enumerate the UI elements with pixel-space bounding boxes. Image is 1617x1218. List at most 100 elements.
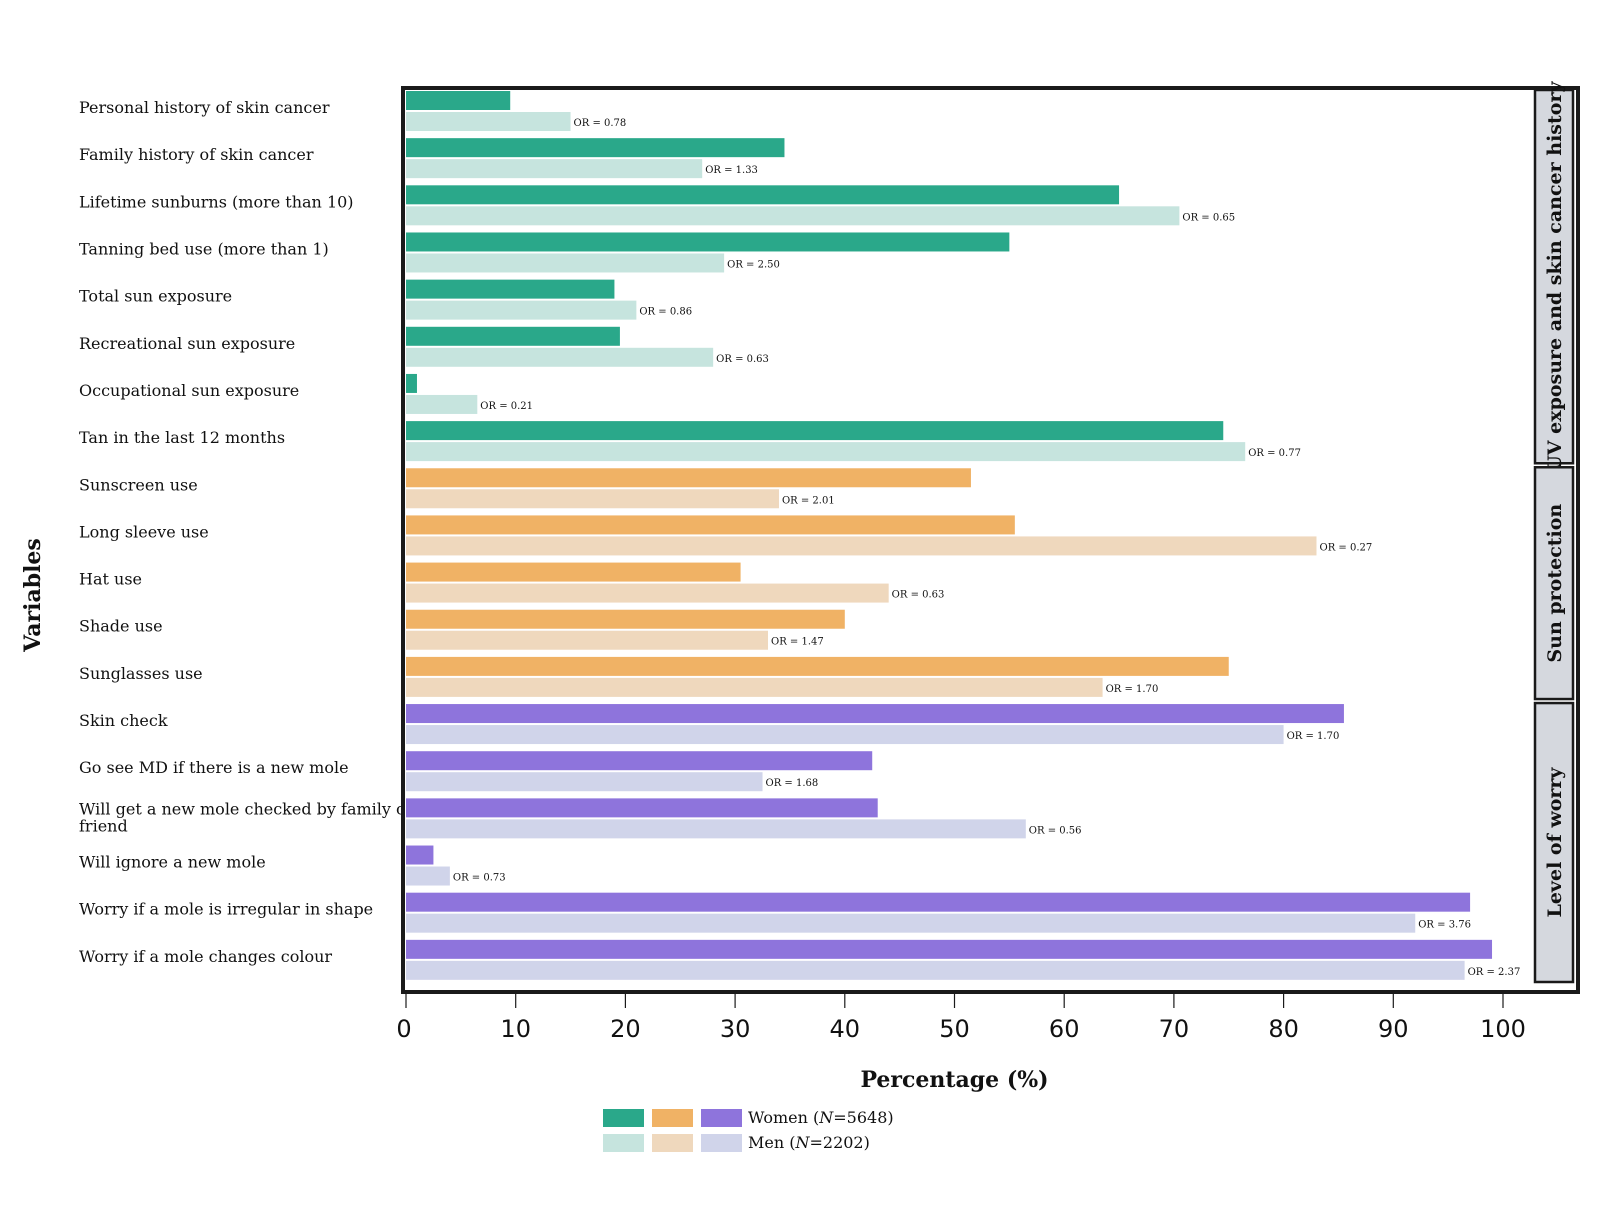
bar-women: [406, 326, 620, 346]
x-axis: 0 10 20 30 40 50 60 70 80 90 100: [396, 992, 1526, 1043]
category-label: Long sleeve use: [79, 522, 209, 541]
odds-ratio-label: OR = 1.70: [1287, 731, 1340, 742]
category-label: Tan in the last 12 months: [79, 428, 285, 447]
odds-ratio-label: OR = 0.27: [1320, 542, 1373, 553]
legend-swatch-men: [701, 1134, 742, 1152]
group-label: UV exposure and skin cancer history: [1544, 81, 1566, 472]
bar-men: [406, 489, 779, 509]
bar-men: [406, 442, 1246, 462]
legend: Women (N=5648) Men (N=2202): [603, 1108, 894, 1152]
x-tick-label: 80: [1268, 1015, 1299, 1043]
bar-men: [406, 725, 1284, 745]
odds-ratio-label: OR = 0.73: [453, 873, 506, 884]
legend-swatch-women: [603, 1109, 644, 1127]
x-tick-label: 90: [1378, 1015, 1409, 1043]
x-tick-label: 0: [396, 1015, 411, 1043]
group-label: Level of worry: [1544, 767, 1566, 918]
odds-ratio-label: OR = 0.21: [480, 401, 533, 412]
bar-men: [406, 394, 478, 414]
category-label: Personal history of skin cancer: [79, 98, 330, 117]
legend-swatch-men: [652, 1134, 693, 1152]
category-labels: Personal history of skin cancer Family hi…: [79, 98, 414, 966]
odds-ratio-label: OR = 2.37: [1468, 967, 1521, 978]
bar-women: [406, 421, 1224, 441]
group-box: [1533, 88, 1575, 465]
bar-men: [406, 819, 1026, 839]
category-label: Sunscreen use: [79, 475, 198, 494]
odds-ratio-label: OR = 1.33: [705, 165, 758, 176]
category-label-line: friend: [79, 816, 128, 835]
category-label: Will get a new mole checked by family or…: [79, 799, 414, 835]
category-label: Will ignore a new mole: [79, 853, 266, 872]
group-label: Sun protection: [1544, 504, 1566, 663]
bar-men: [406, 347, 714, 367]
bar-men: [406, 960, 1465, 980]
bar-women: [406, 939, 1493, 959]
group-box: [1533, 701, 1575, 984]
bar-women: [406, 609, 845, 629]
odds-ratio-label: OR = 2.01: [782, 495, 835, 506]
bar-men: [406, 913, 1416, 933]
x-tick-label: 60: [1049, 1015, 1080, 1043]
category-label: Worry if a mole changes colour: [79, 947, 332, 966]
category-label: Family history of skin cancer: [79, 145, 314, 164]
legend-swatch-women: [701, 1109, 742, 1127]
category-label: Occupational sun exposure: [79, 381, 299, 400]
x-tick-label: 40: [830, 1015, 861, 1043]
bar-men: [406, 206, 1180, 226]
bar-men: [406, 112, 571, 131]
group-boxes: UV exposure and skin cancer history Sun p…: [1533, 81, 1575, 984]
category-label: Lifetime sunburns (more than 10): [79, 192, 354, 211]
bar-women: [406, 468, 971, 488]
category-label: Recreational sun exposure: [79, 334, 295, 353]
bar-women: [406, 232, 1010, 252]
category-label: Total sun exposure: [79, 287, 232, 306]
legend-swatch-men: [603, 1134, 644, 1152]
x-tick-label: 20: [610, 1015, 641, 1043]
plot-frame: [401, 86, 1580, 994]
odds-ratio-label: OR = 0.63: [716, 354, 769, 365]
category-label: Tanning bed use (more than 1): [79, 239, 329, 258]
legend-label: Women (N=5648): [748, 1108, 894, 1127]
bar-men: [406, 677, 1103, 697]
bar-women: [406, 373, 417, 393]
odds-ratio-label: OR = 1.68: [766, 778, 819, 789]
bar-women: [406, 656, 1229, 676]
legend-label: Men (N=2202): [748, 1133, 870, 1152]
bar-men: [406, 253, 725, 273]
bar-women: [406, 704, 1344, 724]
legend-swatch-women: [652, 1109, 693, 1127]
bar-men: [406, 772, 763, 792]
x-tick-label: 70: [1159, 1015, 1190, 1043]
bar-women: [406, 279, 615, 299]
bar-men: [406, 630, 769, 650]
odds-ratio-label: OR = 0.63: [892, 590, 945, 601]
bar-women: [406, 515, 1015, 535]
bar-men: [406, 536, 1317, 556]
bar-women: [406, 138, 785, 158]
category-label: Sunglasses use: [79, 664, 203, 683]
bar-men: [406, 300, 637, 320]
bar-men: [406, 583, 889, 603]
odds-ratio-label: OR = 2.50: [727, 259, 780, 270]
y-axis-title: Variables: [20, 538, 46, 653]
bar-women: [406, 91, 511, 110]
x-tick-label: 100: [1480, 1015, 1526, 1043]
odds-ratio-label: OR = 0.78: [574, 118, 627, 129]
odds-ratio-label: OR = 1.47: [771, 637, 824, 648]
bar-women: [406, 845, 434, 865]
x-tick-label: 10: [500, 1015, 531, 1043]
category-label-line: Will get a new mole checked by family or: [79, 799, 414, 818]
odds-ratio-label: OR = 0.65: [1182, 212, 1235, 223]
category-label: Shade use: [79, 617, 163, 636]
category-label: Skin check: [79, 711, 168, 730]
odds-ratio-label: OR = 3.76: [1418, 920, 1471, 931]
x-axis-title: Percentage (%): [860, 1067, 1048, 1093]
group-box: [1533, 466, 1575, 701]
odds-ratio-label: OR = 0.86: [639, 307, 692, 318]
x-tick-label: 50: [939, 1015, 970, 1043]
category-label: Worry if a mole is irregular in shape: [79, 900, 373, 919]
category-label: Go see MD if there is a new mole: [79, 758, 349, 777]
bar-women: [406, 562, 741, 582]
